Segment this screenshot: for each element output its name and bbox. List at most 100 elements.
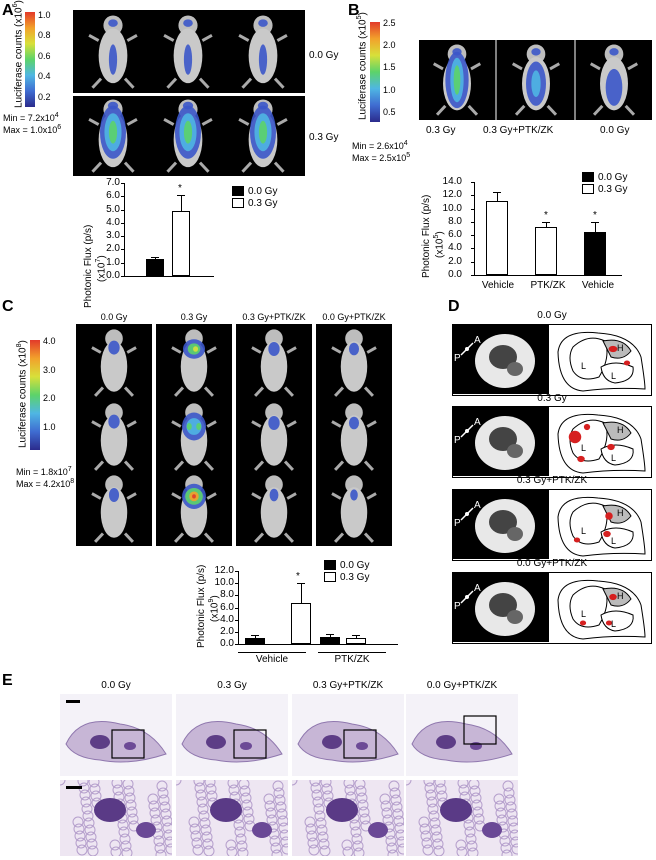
y-tick	[471, 182, 474, 183]
panel-b-bli-image	[419, 40, 652, 120]
heart-label: H	[617, 508, 624, 518]
bioluminescence-signal	[108, 19, 118, 27]
error-bar	[330, 633, 331, 638]
group-bracket	[318, 652, 386, 653]
x-axis	[238, 644, 398, 645]
bar	[535, 227, 557, 275]
y-tick	[471, 261, 474, 263]
panel-label-c: C	[2, 298, 14, 315]
bioluminescence-signal	[258, 19, 268, 27]
lung-label: L	[611, 371, 616, 381]
panel-b-colorbar-title: Luciferase counts (x105)	[356, 12, 369, 120]
y-tick	[235, 607, 238, 609]
mouse-silhouette	[238, 15, 288, 89]
y-tick	[121, 236, 124, 238]
mouse-silhouette	[331, 403, 377, 471]
zoom-inset-box	[233, 729, 267, 759]
scale-bar	[66, 700, 80, 703]
y-tick-label: 6.0	[448, 229, 462, 241]
y-tick-label: 2.0	[106, 243, 120, 255]
y-tick-label: 4.0	[106, 216, 120, 228]
mouse-silhouette	[511, 44, 561, 116]
lung-label: L	[581, 443, 586, 453]
panel-a-y-axis-label: Photonic Flux (p/s)	[83, 224, 94, 308]
error-bar	[595, 221, 596, 232]
panel-c-y-axis-label: Photonic Flux (p/s)	[196, 564, 207, 648]
lung-label: L	[581, 526, 586, 536]
orientation-p: P	[454, 601, 461, 612]
y-tick-label: 12.0	[214, 565, 234, 576]
mouse-silhouette	[171, 403, 217, 471]
bioluminescence-signal	[531, 48, 541, 56]
panel-b-col-label-1: 0.3 Gy	[426, 125, 456, 136]
tumor-nodule	[605, 512, 613, 520]
bar	[146, 258, 164, 276]
y-tick	[235, 619, 238, 621]
panel-c-legend-0gy: 0.0 Gy	[324, 560, 369, 571]
bioluminescence-signal	[258, 44, 268, 75]
y-tick-label: 4.0	[220, 613, 234, 625]
panel-d-title: 0.3 Gy	[537, 393, 567, 404]
y-tick	[235, 595, 238, 597]
bioluminescence-signal	[192, 494, 196, 499]
y-tick	[235, 583, 238, 585]
bioluminescence-signal	[183, 19, 193, 27]
x-category-label: Vehicle	[581, 280, 615, 291]
mouse-silhouette	[432, 44, 482, 116]
panel-a-row-label-1: 0.0 Gy	[309, 50, 339, 61]
x-group-label: Vehicle	[255, 654, 289, 665]
panel-a-legend-03gy: 0.3 Gy	[232, 198, 277, 209]
bioluminescence-signal	[268, 416, 280, 430]
y-tick-label: 0.0	[220, 638, 234, 649]
bar	[245, 637, 265, 644]
panel-b-min: Min = 2.6x104	[352, 140, 408, 151]
panel-c-column-label: 0.3 Gy	[180, 312, 208, 322]
lung-schematic: L L H	[557, 413, 646, 474]
legend-swatch-black	[324, 560, 336, 571]
y-tick	[235, 571, 238, 572]
panel-c-column-label: 0.3 Gy+PTK/ZK	[242, 312, 306, 322]
bioluminescence-signal	[108, 120, 118, 144]
bioluminescence-signal	[348, 416, 360, 430]
panel-b-col-label-3: 0.0 Gy	[600, 125, 630, 136]
y-tick	[121, 222, 124, 224]
tumor-nodule	[608, 345, 618, 353]
tumor-nodule	[577, 455, 585, 463]
error-bar-cap	[297, 583, 305, 585]
orientation-a: A	[474, 500, 481, 511]
lung-label: L	[611, 453, 616, 463]
error-bar-cap	[177, 194, 185, 196]
panel-label-a: A	[2, 2, 14, 19]
mouse-silhouette	[163, 15, 213, 89]
panel-d-ct-box: A P L L H	[452, 489, 652, 561]
y-tick-label: 5.0	[106, 203, 120, 215]
y-tick-label: 10.0	[442, 202, 462, 214]
significance-asterisk: *	[544, 209, 548, 221]
orientation-p: P	[454, 518, 461, 529]
y-tick-label: 1.0	[106, 256, 120, 268]
panel-c-colorbar	[30, 340, 40, 450]
mouse-silhouette	[171, 475, 217, 543]
panel-b-legend-03gy: 0.3 Gy	[582, 184, 627, 195]
panel-a-bli-image-row1	[73, 10, 305, 93]
bioluminescence-signal	[108, 414, 120, 429]
panel-b-col-label-2: 0.3 Gy+PTK/ZK	[483, 125, 554, 136]
error-bar	[301, 583, 302, 603]
x-axis	[124, 276, 214, 277]
bioluminescence-signal	[453, 65, 461, 95]
mouse-silhouette	[589, 44, 639, 116]
tumor-nodule	[579, 620, 587, 626]
panel-d-title: 0.0 Gy	[537, 310, 567, 321]
y-tick	[121, 209, 124, 211]
panel-label-d: D	[448, 298, 460, 315]
panel-c-image-column	[236, 324, 312, 546]
panel-e-column-label: 0.3 Gy	[217, 680, 247, 691]
mouse-silhouette	[331, 329, 377, 397]
legend-swatch-white	[582, 184, 594, 195]
mouse-silhouette	[331, 475, 377, 543]
zoom-inset-box	[111, 729, 145, 759]
bioluminescence-signal	[609, 48, 619, 56]
colorbar-tick-label: 2.0	[43, 393, 56, 404]
mouse-silhouette	[91, 475, 137, 543]
y-tick	[471, 235, 474, 237]
